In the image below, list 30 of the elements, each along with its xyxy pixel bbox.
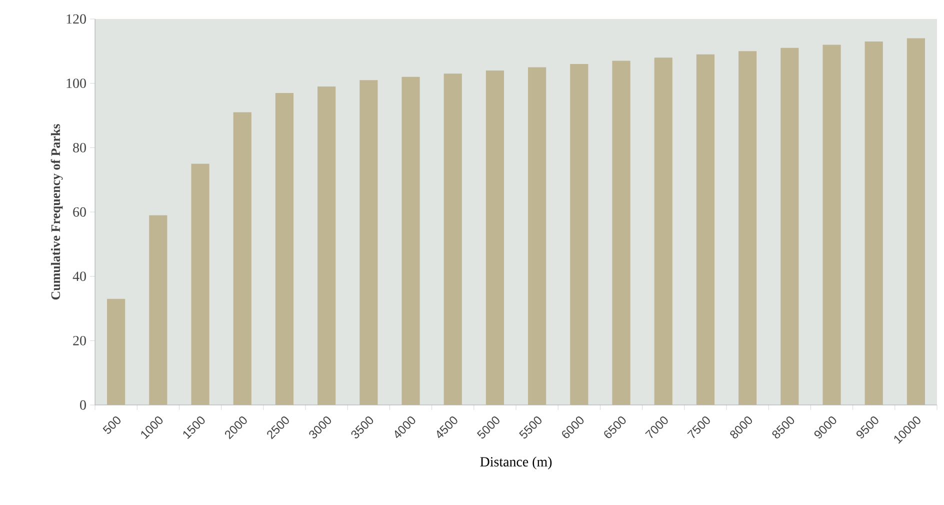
- bar: [275, 92, 294, 405]
- y-tick-label: 40: [72, 272, 86, 282]
- bar: [780, 48, 799, 405]
- bar: [402, 76, 420, 405]
- bar: [906, 38, 926, 405]
- bar: [444, 74, 462, 405]
- x-tick-label: 500: [102, 416, 120, 434]
- bar: [570, 64, 588, 405]
- y-tick-label: 0: [80, 400, 86, 410]
- bar: [318, 86, 336, 405]
- y-axis-title: Cumulative Frequency of Parks: [50, 124, 63, 300]
- bar: [738, 51, 757, 405]
- bar: [149, 215, 168, 405]
- bar: [191, 164, 210, 405]
- bar: [822, 44, 841, 405]
- bar: [360, 80, 378, 405]
- bar: [486, 70, 504, 405]
- y-tick-label: 20: [73, 336, 86, 346]
- x-axis-title: Distance (m): [480, 456, 552, 470]
- bar: [233, 112, 252, 405]
- y-tick-label: 120: [66, 14, 86, 24]
- bar: [696, 54, 715, 405]
- y-tick-label: 60: [73, 207, 86, 217]
- bar: [864, 42, 883, 405]
- y-tick-label: 80: [73, 142, 86, 152]
- bar: [107, 298, 126, 405]
- bar: [654, 58, 672, 405]
- y-tick-label: 100: [66, 78, 86, 88]
- bar: [528, 67, 546, 405]
- bar: [612, 60, 630, 405]
